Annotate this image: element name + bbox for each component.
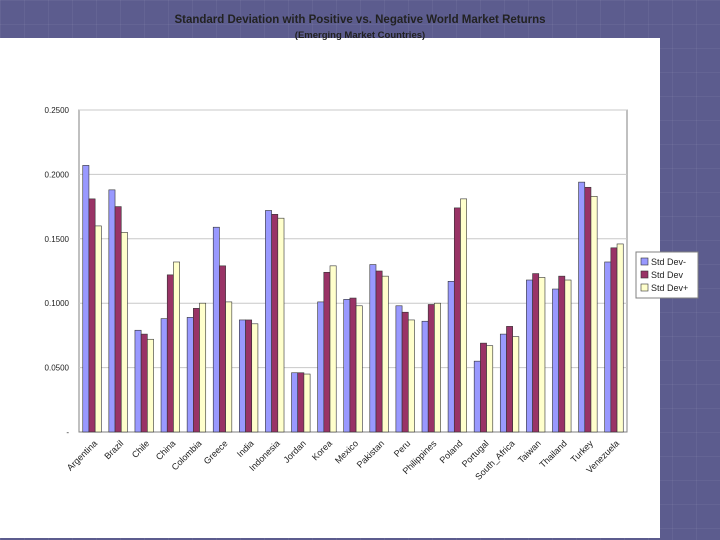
bar-turkey-std-dev-minus: [578, 181, 586, 433]
bar-argentina-std-dev: [88, 198, 96, 433]
bar-china-std-dev-minus: [160, 318, 168, 433]
y-tick-label: -: [66, 428, 69, 437]
x-tick-label: China: [154, 438, 178, 462]
x-tick-label: Greece: [202, 438, 230, 466]
bar-greece-std-dev: [219, 265, 226, 433]
bar-india-std-dev-plus: [251, 323, 259, 433]
bar-jordan-std-dev-minus: [291, 372, 299, 433]
bar-south-africa-std-dev: [506, 326, 513, 433]
bars: [82, 165, 624, 433]
bar-philippines-std-dev-minus: [421, 320, 429, 433]
bar-argentina-std-dev-minus: [82, 165, 90, 433]
bar-brazil-std-dev-minus: [108, 189, 116, 433]
bar-peru-std-dev: [401, 311, 409, 433]
y-tick-label: 0.0500: [45, 364, 70, 373]
legend-label: Std Dev+: [651, 283, 688, 293]
legend-label: Std Dev-: [651, 257, 686, 267]
bar-thailand-std-dev-plus: [564, 279, 572, 433]
bar-philippines-std-dev-plus: [434, 302, 441, 433]
bar-colombia-std-dev: [193, 308, 200, 433]
bar-peru-std-dev-minus: [395, 305, 403, 433]
bar-south-africa-std-dev-minus: [499, 333, 507, 433]
bar-korea-std-dev: [323, 271, 331, 433]
bar-venezuela-std-dev-plus: [616, 243, 624, 433]
y-tick-label: 0.2000: [45, 170, 70, 179]
bar-south-africa-std-dev-plus: [512, 336, 520, 433]
bar-colombia-std-dev-minus: [186, 317, 194, 433]
bar-korea-std-dev-minus: [317, 301, 325, 433]
bar-greece-std-dev-minus: [212, 226, 220, 433]
bar-taiwan-std-dev: [532, 273, 540, 433]
bar-indonesia-std-dev: [271, 214, 279, 433]
legend-swatch: [640, 257, 649, 266]
chart-title: Standard Deviation with Positive vs. Neg…: [174, 14, 546, 26]
bar-thailand-std-dev-minus: [552, 288, 559, 433]
bar-poland-std-dev-minus: [447, 281, 455, 433]
bar-chile-std-dev: [140, 333, 148, 433]
bar-india-std-dev: [245, 319, 253, 433]
bar-portugal-std-dev-minus: [473, 360, 481, 433]
bar-india-std-dev-minus: [239, 319, 246, 433]
bar-indonesia-std-dev-plus: [277, 217, 285, 433]
chart-subtitle: (Emerging Market Countries): [294, 30, 426, 41]
legend-label: Std Dev: [651, 270, 684, 280]
bar-argentina-std-dev-plus: [94, 225, 102, 433]
bar-venezuela-std-dev-minus: [604, 261, 612, 433]
x-tick-label: Peru: [392, 438, 413, 459]
bar-taiwan-std-dev-minus: [526, 279, 533, 433]
bar-taiwan-std-dev-plus: [538, 277, 546, 433]
bar-korea-std-dev-plus: [329, 265, 337, 433]
bar-china-std-dev: [166, 274, 174, 433]
bar-mexico-std-dev-plus: [355, 305, 363, 433]
bar-colombia-std-dev-plus: [199, 302, 207, 433]
x-tick-label: Korea: [310, 438, 334, 462]
x-tick-label: Brazil: [102, 438, 125, 461]
x-tick-label: India: [235, 438, 256, 459]
bar-poland-std-dev: [453, 207, 461, 433]
legend-swatch: [640, 270, 649, 279]
bar-turkey-std-dev: [584, 186, 592, 433]
bar-thailand-std-dev: [558, 275, 566, 433]
bar-venezuela-std-dev: [610, 247, 618, 433]
legend-swatch: [640, 283, 649, 292]
bar-brazil-std-dev: [114, 206, 122, 433]
bar-peru-std-dev-plus: [407, 319, 415, 433]
x-tick-label: Jordan: [281, 438, 308, 465]
legend: Std Dev- Std Dev Std Dev+: [635, 251, 699, 299]
bar-pakistan-std-dev-minus: [369, 264, 377, 433]
bar-pakistan-std-dev: [375, 270, 383, 433]
bar-turkey-std-dev-plus: [590, 195, 598, 433]
x-tick-label: Pakistan: [355, 438, 386, 469]
bar-philippines-std-dev: [427, 304, 435, 433]
y-tick-label: 0.1500: [45, 235, 70, 244]
bar-poland-std-dev-plus: [460, 198, 467, 433]
y-tick-label: 0.1000: [45, 299, 70, 308]
bar-jordan-std-dev: [297, 372, 305, 433]
bar-portugal-std-dev: [480, 342, 487, 433]
bar-brazil-std-dev-plus: [120, 232, 128, 433]
x-tick-label: Argentina: [65, 438, 99, 472]
y-tick-label: 0.2500: [45, 106, 70, 115]
bar-mexico-std-dev: [349, 297, 357, 433]
x-tick-label: Thailand: [537, 438, 568, 469]
bar-chile-std-dev-minus: [134, 329, 142, 433]
bar-portugal-std-dev-plus: [486, 345, 494, 433]
bar-pakistan-std-dev-plus: [381, 275, 389, 433]
bar-jordan-std-dev-plus: [303, 373, 311, 433]
bar-indonesia-std-dev-minus: [265, 210, 272, 433]
bar-china-std-dev-plus: [173, 261, 180, 433]
bar-chile-std-dev-plus: [147, 338, 154, 433]
bar-greece-std-dev-plus: [225, 301, 233, 433]
bar-mexico-std-dev-minus: [343, 299, 351, 433]
x-tick-label: Chile: [130, 438, 152, 460]
